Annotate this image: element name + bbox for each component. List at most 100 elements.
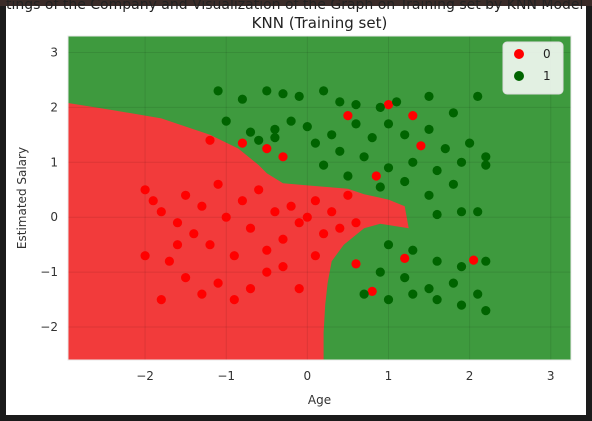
- data-point-class-1: [375, 102, 385, 112]
- data-point-class-0: [262, 144, 272, 154]
- data-point-class-1: [481, 256, 491, 266]
- data-point-class-1: [351, 119, 361, 129]
- data-point-class-1: [383, 240, 394, 250]
- data-point-class-1: [481, 306, 491, 316]
- data-point-class-1: [221, 116, 231, 126]
- x-tick-label: 2: [466, 369, 474, 383]
- data-point-class-1: [213, 86, 223, 96]
- data-point-class-1: [432, 256, 442, 266]
- data-point-class-1: [383, 295, 394, 305]
- y-tick-label: 3: [50, 45, 58, 59]
- data-point-class-0: [351, 259, 361, 269]
- data-point-class-0: [408, 111, 418, 121]
- data-point-class-1: [440, 144, 450, 154]
- data-point-class-0: [156, 295, 166, 305]
- data-point-class-1: [400, 273, 410, 283]
- data-point-class-1: [335, 97, 345, 107]
- data-point-class-0: [294, 218, 304, 228]
- data-point-class-0: [164, 256, 174, 266]
- data-point-class-0: [302, 212, 312, 222]
- data-point-class-1: [343, 171, 353, 181]
- data-point-class-1: [448, 108, 458, 118]
- data-point-class-0: [181, 273, 191, 283]
- data-point-class-0: [245, 284, 256, 294]
- data-point-class-1: [319, 86, 329, 96]
- data-point-class-0: [148, 196, 158, 206]
- data-point-class-0: [343, 111, 353, 121]
- data-point-class-1: [310, 138, 320, 148]
- x-tick-label: −2: [136, 369, 154, 383]
- data-point-class-1: [432, 165, 442, 176]
- data-point-class-1: [400, 130, 410, 140]
- data-point-class-0: [310, 196, 320, 206]
- data-point-class-0: [383, 100, 394, 110]
- data-point-class-1: [473, 289, 483, 299]
- data-point-class-1: [262, 86, 272, 96]
- region-class-0: [68, 103, 409, 360]
- data-point-class-0: [327, 207, 337, 217]
- data-point-class-1: [278, 89, 288, 99]
- data-point-class-0: [237, 196, 247, 206]
- data-point-class-1: [383, 163, 394, 173]
- data-point-class-0: [400, 253, 410, 263]
- knn-chart: −2 −1 0 1 2 3 −2 −1 0 1 2 3 KNN (Training set) Age Est…: [15, 14, 572, 407]
- y-tick-label: 2: [50, 100, 58, 114]
- y-axis-label: Estimated Salary: [15, 147, 29, 249]
- data-point-class-0: [262, 245, 272, 255]
- data-point-class-0: [319, 229, 329, 239]
- data-point-class-0: [140, 251, 150, 261]
- data-point-class-0: [156, 207, 166, 217]
- data-point-class-0: [367, 286, 377, 296]
- data-point-class-0: [245, 223, 256, 233]
- data-point-class-0: [205, 240, 215, 250]
- data-point-class-0: [140, 185, 150, 195]
- data-point-class-0: [221, 212, 231, 222]
- data-point-class-0: [237, 138, 247, 148]
- data-point-class-1: [270, 124, 280, 134]
- window-top-band: [0, 0, 592, 6]
- data-point-class-1: [392, 97, 402, 107]
- data-point-class-1: [408, 245, 418, 255]
- data-point-class-1: [448, 179, 458, 189]
- data-point-class-0: [469, 255, 479, 265]
- y-tick-label: 1: [50, 155, 58, 169]
- data-point-class-1: [383, 119, 394, 129]
- data-point-class-0: [278, 234, 288, 244]
- data-point-class-1: [294, 91, 304, 101]
- data-point-class-1: [400, 176, 410, 187]
- data-point-class-0: [229, 251, 239, 261]
- data-point-class-1: [473, 91, 483, 101]
- data-point-class-1: [456, 207, 467, 217]
- data-point-class-1: [335, 146, 345, 156]
- legend-marker-1: [514, 71, 524, 81]
- data-point-class-1: [465, 138, 475, 148]
- legend-box: [502, 41, 564, 95]
- data-point-class-0: [197, 289, 207, 299]
- data-point-class-1: [351, 100, 361, 110]
- x-tick-label: 1: [385, 369, 393, 383]
- data-point-class-1: [327, 130, 337, 140]
- data-point-class-1: [270, 133, 280, 143]
- data-point-class-1: [367, 133, 377, 143]
- data-point-class-1: [456, 300, 467, 310]
- cut-off-heading: tings of the Company and Visualization o…: [6, 0, 586, 13]
- x-tick-label: −1: [217, 369, 235, 383]
- y-tick-label: −1: [40, 265, 58, 279]
- chart-title: KNN (Training set): [252, 14, 388, 32]
- data-point-class-1: [424, 124, 434, 134]
- data-point-class-1: [254, 135, 264, 145]
- data-point-class-0: [278, 262, 288, 272]
- data-point-class-1: [286, 116, 296, 126]
- data-point-class-0: [254, 185, 264, 195]
- x-tick-label: 0: [304, 369, 312, 383]
- data-point-class-0: [205, 135, 215, 145]
- data-point-class-1: [237, 94, 247, 104]
- figure: tings of the Company and Visualization o…: [6, 0, 586, 415]
- x-axis-label: Age: [308, 393, 331, 407]
- data-point-class-0: [229, 295, 239, 305]
- data-point-class-1: [375, 267, 385, 277]
- data-point-class-0: [310, 251, 320, 261]
- data-point-class-0: [213, 179, 223, 189]
- data-point-class-0: [278, 152, 288, 162]
- data-point-class-0: [416, 141, 426, 151]
